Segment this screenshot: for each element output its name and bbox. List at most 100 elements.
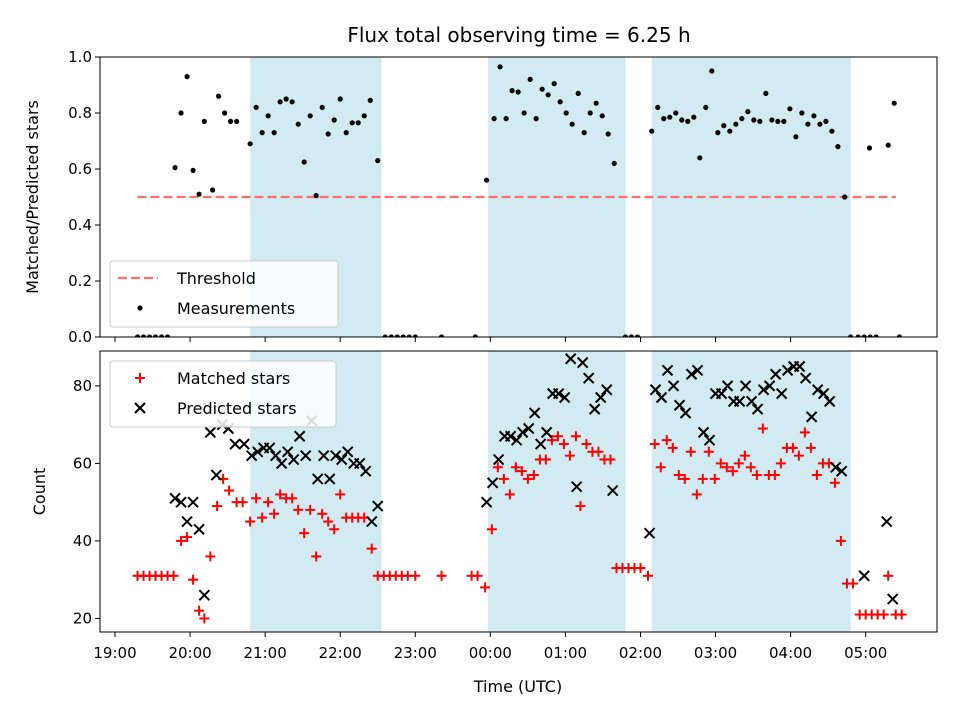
predicted-point: [781, 364, 794, 377]
predicted-point: [317, 449, 330, 462]
matched-point: [486, 524, 497, 535]
measurement-point: [527, 76, 533, 82]
legend: Matched stars Predicted stars: [109, 360, 337, 428]
predicted-point: [229, 438, 241, 450]
measurement-point: [271, 130, 277, 136]
matched-point: [516, 466, 527, 477]
x-tick-label: 19:00: [93, 644, 136, 662]
matched-point: [199, 613, 210, 624]
predicted-point: [510, 434, 523, 446]
x-tick-label: 05:00: [844, 644, 887, 662]
predicted-point: [823, 395, 836, 408]
predicted-point: [558, 391, 571, 404]
matched-point: [649, 439, 660, 450]
measurement-point: [325, 131, 331, 137]
measurement-point: [545, 92, 551, 98]
y-tick-label: 0.2: [68, 272, 92, 290]
matched-point: [787, 442, 798, 453]
measurement-point: [575, 90, 581, 96]
matched-point: [263, 497, 274, 508]
matched-point: [642, 570, 653, 581]
predicted-point: [534, 438, 547, 450]
matched-point: [510, 462, 521, 473]
predicted-point: [360, 465, 372, 477]
legend-label: Threshold: [176, 269, 256, 288]
matched-point: [168, 570, 179, 581]
measurement-point: [885, 142, 891, 148]
predicted-point: [245, 449, 258, 462]
matched-point: [492, 462, 503, 473]
matched-point: [257, 512, 268, 523]
predicted-point: [342, 446, 354, 458]
matched-point: [709, 473, 720, 484]
matched-point: [799, 427, 810, 438]
predicted-point: [721, 380, 734, 392]
predicted-point: [600, 384, 613, 396]
matched-point: [745, 462, 756, 473]
measurement-point: [569, 121, 575, 127]
matched-point: [793, 450, 804, 461]
x-tick-label: 21:00: [244, 644, 287, 662]
measurement-point: [438, 334, 445, 337]
measurement-point: [497, 64, 503, 70]
matched-point: [581, 439, 592, 450]
measurement-point: [733, 121, 739, 127]
measurement-point: [649, 128, 655, 134]
x-axis-label: Time (UTC): [473, 677, 562, 696]
predicted-point: [330, 449, 342, 462]
y-tick-label: 1.0: [68, 48, 92, 66]
predicted-point: [210, 469, 223, 481]
matched-point: [751, 470, 762, 481]
y-tick-label: 80: [73, 377, 92, 395]
legend-box: [109, 260, 339, 328]
measurement-point: [216, 93, 222, 99]
matched-point: [805, 442, 816, 453]
predicted-point: [372, 500, 384, 512]
measurement-point: [172, 165, 178, 171]
predicted-point: [793, 360, 806, 373]
measurement-point: [703, 104, 709, 110]
legend-predicted-swatch: [134, 402, 146, 414]
predicted-point: [887, 593, 899, 605]
measurement-point: [367, 97, 373, 103]
predicted-point: [238, 438, 250, 450]
measurement-point: [234, 118, 240, 124]
predicted-point: [198, 589, 211, 601]
matched-point: [528, 470, 539, 481]
predicted-point: [757, 384, 770, 396]
measurement-point: [781, 118, 787, 124]
measurement-point: [331, 117, 337, 123]
measurement-point: [406, 334, 412, 337]
predicted-point: [263, 442, 276, 454]
matched-point: [811, 470, 822, 481]
predicted-point: [336, 453, 348, 466]
y-tick-label: 40: [73, 532, 92, 550]
y-axis-label: Count: [30, 468, 49, 516]
measurement-point: [829, 128, 835, 134]
measurement-point: [337, 96, 343, 102]
measurement-point: [152, 334, 159, 337]
measurement-point: [472, 334, 478, 337]
measurement-point: [873, 334, 879, 337]
top-panel: 0.0 0.2 0.4 0.6 0.8 1.0 Matched/Predicted star…: [23, 48, 938, 346]
measurement-point: [349, 120, 355, 126]
measurement-point: [775, 118, 781, 124]
y-tick-label: 20: [73, 609, 92, 627]
measurement-point: [823, 118, 829, 124]
measurement-point: [757, 118, 763, 124]
predicted-point: [751, 403, 764, 415]
predicted-point: [607, 484, 619, 497]
measurement-point: [134, 334, 141, 337]
matched-point: [498, 473, 509, 484]
matched-point: [245, 516, 256, 527]
predicted-point: [522, 422, 535, 435]
measurement-point: [382, 334, 388, 337]
measurement-point: [599, 113, 605, 119]
predicted-point: [169, 492, 181, 504]
predicted-point: [480, 496, 493, 508]
matched-point: [667, 442, 678, 453]
measurement-point: [605, 131, 611, 137]
y-axis-label: Matched/Predicted stars: [23, 100, 42, 294]
measurement-point: [866, 145, 873, 151]
measurement-point: [140, 334, 147, 337]
